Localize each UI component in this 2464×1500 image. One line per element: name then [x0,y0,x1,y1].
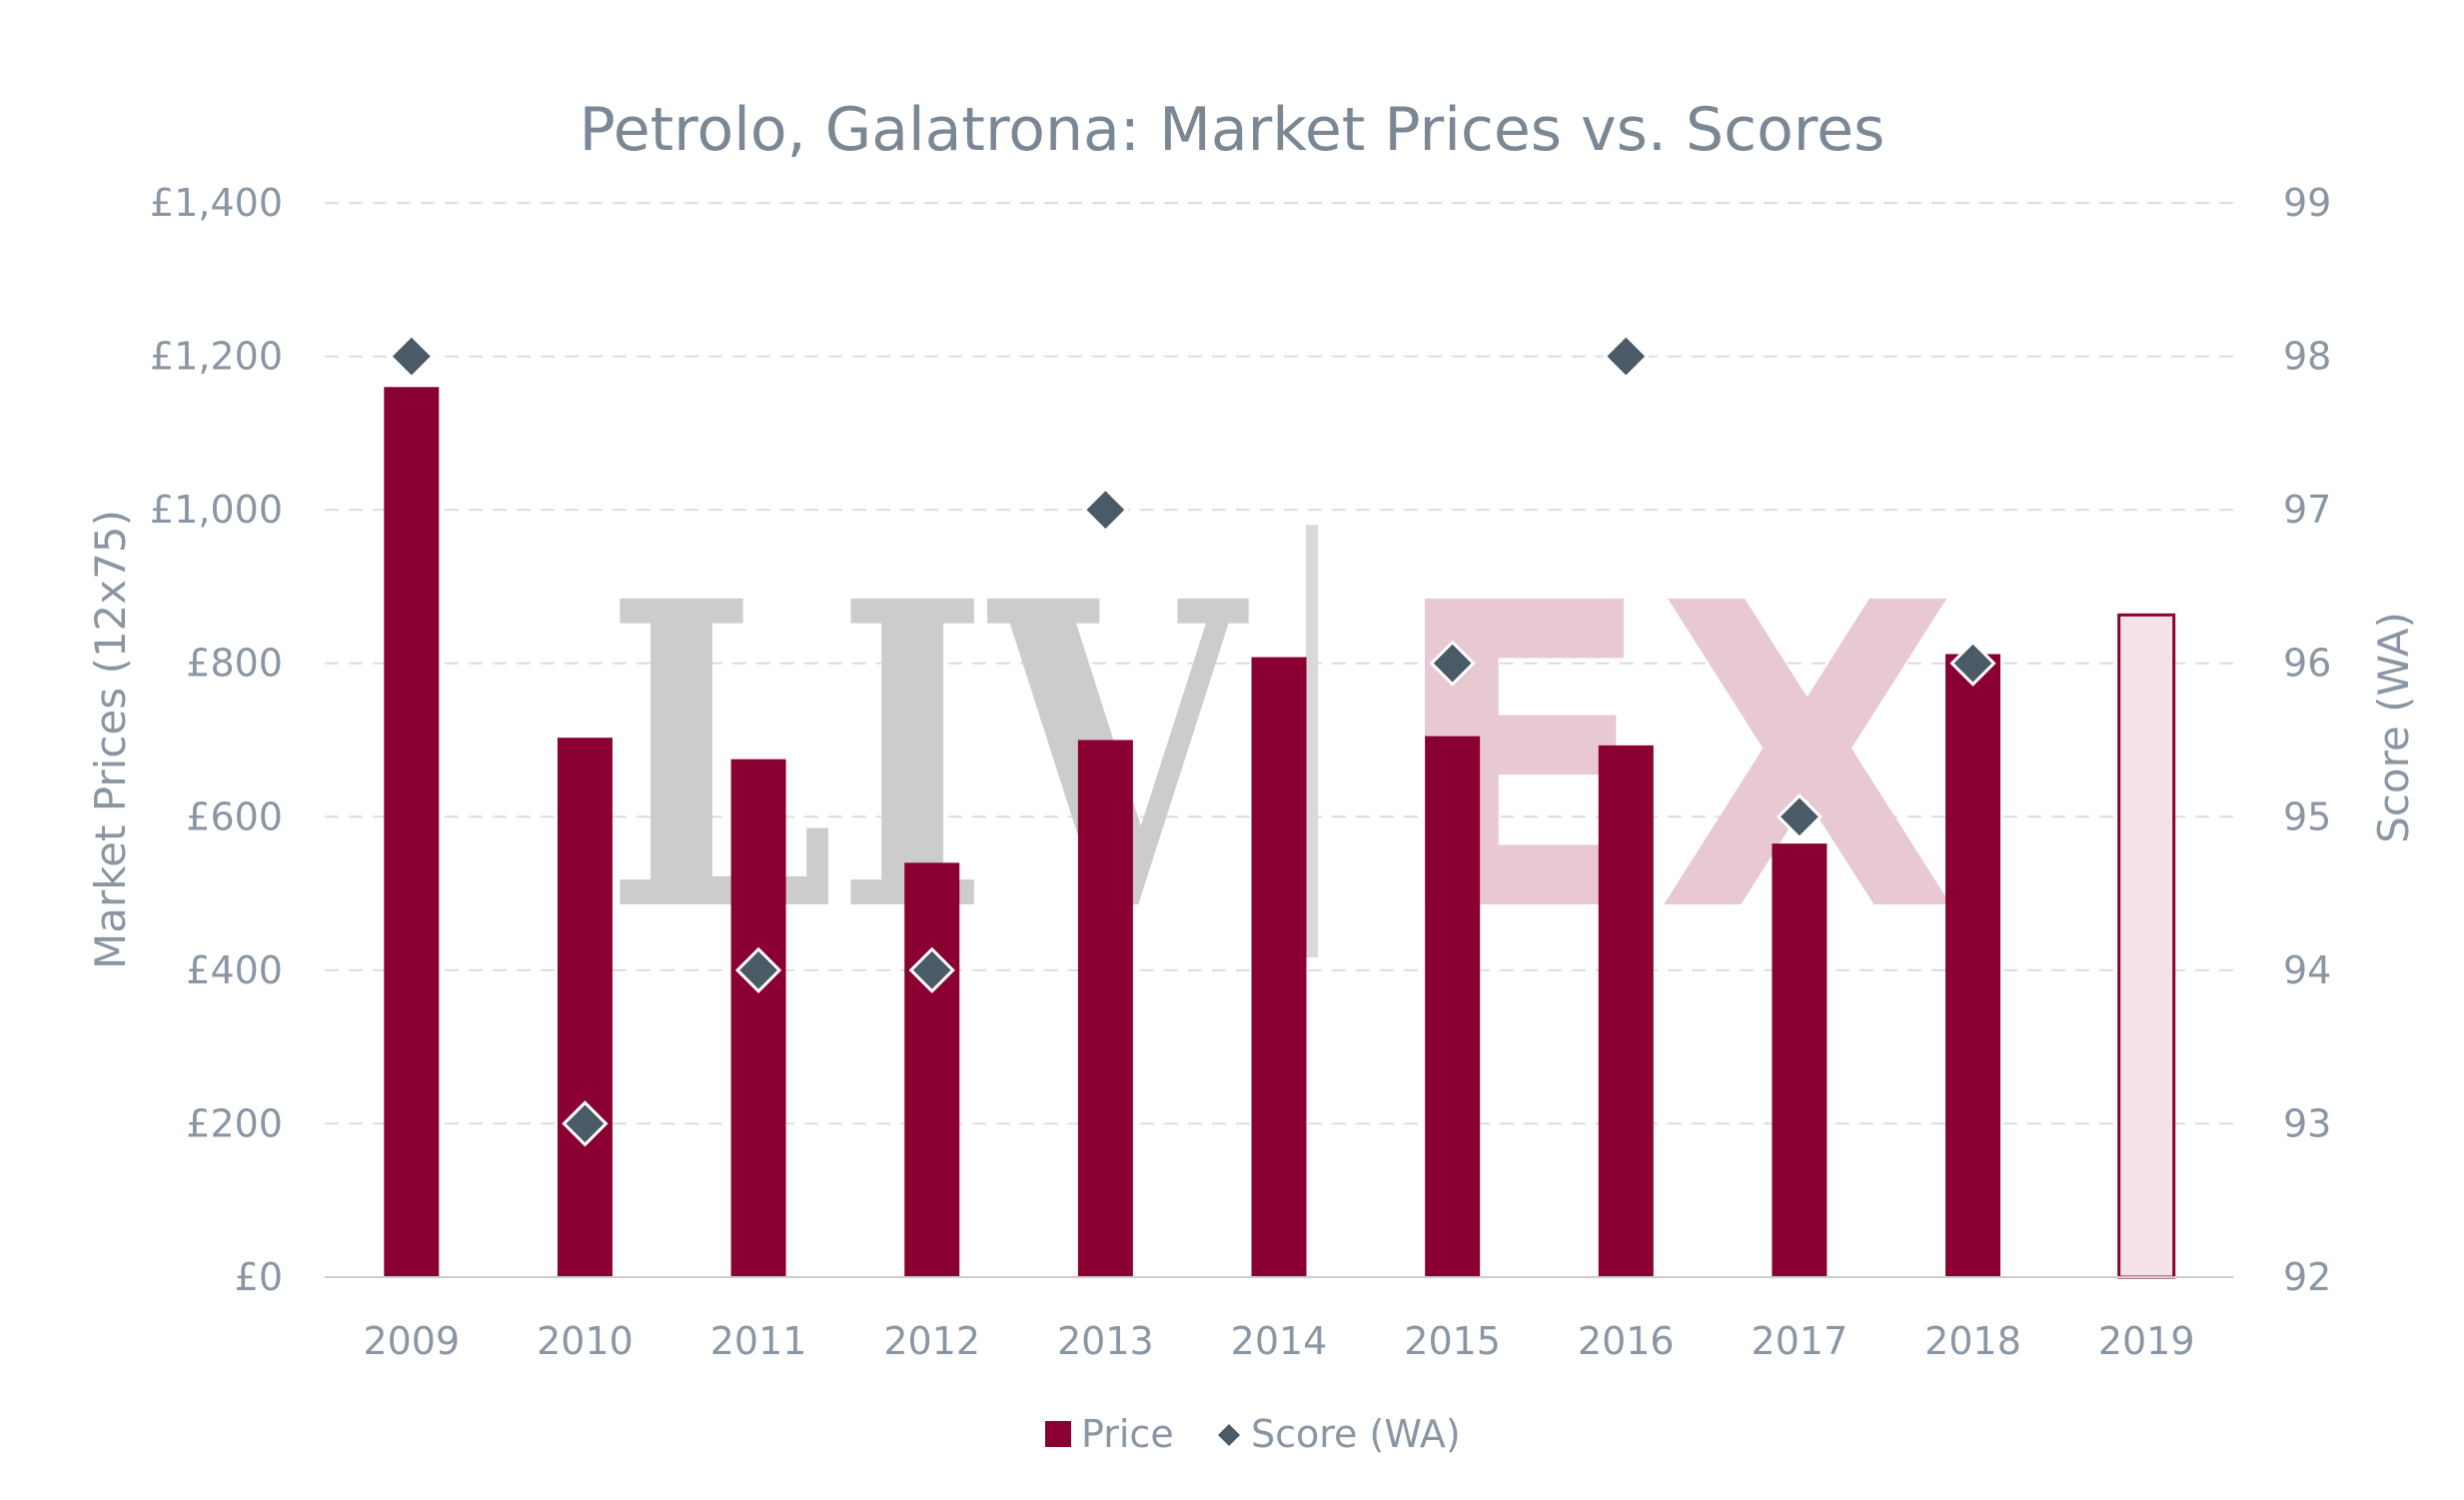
score-marker-2012[interactable] [908,946,955,993]
y-tick-label: £0 [235,1255,283,1299]
x-tick-label: 2017 [1752,1319,1848,1363]
y-tick-label: £1,000 [150,488,283,532]
legend-price-swatch[interactable] [1045,1421,1071,1447]
y-tick-label: £200 [186,1101,283,1145]
legend-score-label[interactable]: Score (WA) [1251,1412,1461,1456]
y2-tick-label: 99 [2283,181,2331,225]
legend-price-label[interactable]: Price [1081,1412,1174,1456]
y-tick-label: £800 [186,642,283,686]
price-bar-2009[interactable] [384,387,440,1277]
x-tick-label: 2013 [1057,1319,1154,1363]
y2-tick-label: 94 [2283,948,2331,992]
score-marker-2017[interactable] [1776,793,1824,840]
x-tick-label: 2019 [2098,1319,2195,1363]
price-bars [384,387,2176,1279]
x-tick-label: 2010 [537,1319,633,1363]
chart-title: Petrolo, Galatrona: Market Prices vs. Sc… [580,95,1885,165]
y2-tick-label: 92 [2283,1255,2331,1299]
x-tick-label: 2012 [883,1319,980,1363]
y-axis-ticks: £0 £200 £400 £600 £800 £1,000 £1,200 £1,400 [150,181,283,1299]
score-marker-2013[interactable] [1082,487,1129,534]
x-tick-label: 2015 [1404,1319,1501,1363]
grid-lines [325,202,2233,1125]
y-axis-title: Market Prices (12x75) [86,510,135,969]
y-tick-label: £400 [186,948,283,992]
x-tick-label: 2016 [1578,1319,1675,1363]
score-marker-2015[interactable] [1429,640,1476,687]
legend-score-swatch[interactable] [1218,1424,1240,1446]
x-axis-ticks: 2009 2010 2011 2012 2013 2014 2015 2016 2017 2018… [363,1319,2194,1363]
y2-axis-ticks: 92 93 94 95 96 97 98 99 [2283,181,2331,1299]
legend: Price Score (WA) [1045,1412,1461,1456]
price-bar-2015[interactable] [1425,736,1481,1277]
score-marker-2011[interactable] [734,946,782,993]
x-tick-label: 2014 [1231,1319,1328,1363]
y2-tick-label: 95 [2283,794,2331,838]
y2-tick-label: 93 [2283,1101,2331,1145]
price-bar-2017[interactable] [1772,843,1828,1277]
price-bar-2012[interactable] [904,862,960,1277]
y2-tick-label: 96 [2283,642,2331,686]
y2-axis-title: Score (WA) [2369,612,2418,843]
price-bar-2013[interactable] [1077,740,1133,1278]
price-bar-2014[interactable] [1251,657,1307,1277]
score-marker-2018[interactable] [1949,640,1996,687]
y-tick-label: £1,400 [150,181,283,225]
price-bar-2018[interactable] [1945,654,2001,1278]
score-marker-2016[interactable] [1603,333,1650,380]
x-tick-label: 2011 [710,1319,807,1363]
x-tick-label: 2009 [363,1319,460,1363]
y2-tick-label: 97 [2283,488,2331,532]
price-bar-2011[interactable] [730,758,786,1277]
y2-tick-label: 98 [2283,335,2331,379]
y-tick-label: £1,200 [150,335,283,379]
score-marker-2009[interactable] [388,333,435,380]
price-bar-2010[interactable] [557,738,613,1277]
score-marker-2010[interactable] [562,1100,609,1147]
x-tick-label: 2018 [1924,1319,2021,1363]
score-markers [388,333,1996,1147]
y-tick-label: £600 [186,794,283,838]
price-bar-2019[interactable] [2117,613,2176,1279]
price-bar-2016[interactable] [1598,745,1654,1277]
watermark-right-text: EX [1389,516,1958,1004]
